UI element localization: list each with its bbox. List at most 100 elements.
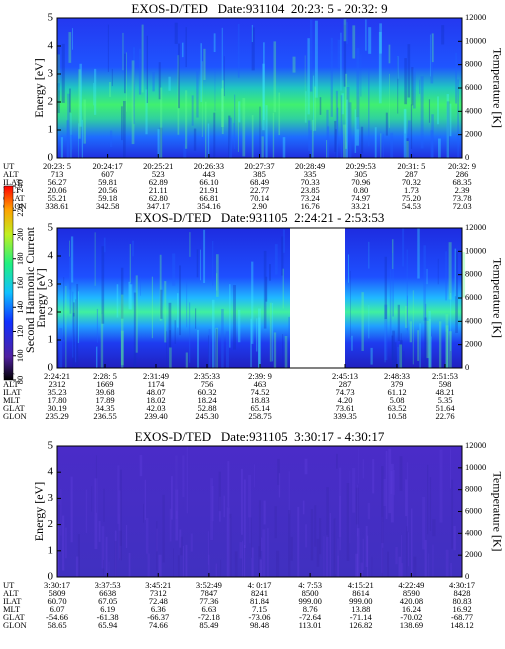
- row-label: UT: [3, 161, 15, 171]
- spectrogram: [57, 228, 462, 368]
- texture: [70, 476, 73, 543]
- texture: [151, 276, 154, 339]
- x-tick-label: 2:31:49: [143, 371, 169, 381]
- texture: [68, 257, 71, 290]
- texture: [260, 537, 263, 551]
- y2-axis-label: Temperature [K]: [490, 48, 504, 128]
- texture: [397, 304, 400, 342]
- texture: [132, 240, 134, 257]
- texture: [402, 228, 405, 267]
- texture: [343, 24, 347, 87]
- texture: [96, 346, 98, 368]
- y2-tick-label: 4000: [465, 105, 482, 115]
- texture: [346, 22, 349, 44]
- texture: [85, 489, 88, 533]
- texture: [406, 526, 408, 577]
- texture: [207, 123, 210, 158]
- texture: [176, 455, 178, 511]
- table-cell: 18.02: [146, 395, 165, 405]
- texture: [200, 249, 202, 281]
- x-tick-label: 3:30:17: [44, 580, 70, 590]
- texture: [94, 68, 97, 115]
- table-cell: -61.38: [97, 612, 119, 622]
- texture: [450, 563, 452, 577]
- texture: [220, 559, 222, 577]
- texture: [390, 463, 394, 523]
- texture: [186, 446, 189, 514]
- texture: [427, 464, 429, 535]
- y-axis-label: Energy [eV]: [32, 482, 46, 541]
- texture: [237, 23, 240, 78]
- texture: [378, 31, 382, 104]
- table-cell: -72.18: [198, 612, 220, 622]
- table-cell: -73.06: [249, 612, 271, 622]
- texture: [243, 545, 246, 577]
- texture: [169, 347, 172, 368]
- table-cell: 239.40: [144, 411, 167, 421]
- table-cell: 0.80: [353, 185, 368, 195]
- texture: [129, 284, 133, 310]
- texture: [382, 133, 384, 158]
- texture: [94, 478, 98, 550]
- y2-axis-label: Temperature [K]: [490, 258, 504, 338]
- table-cell: 10.58: [387, 411, 406, 421]
- table-cell: 70.14: [250, 193, 270, 203]
- texture: [201, 61, 203, 137]
- texture: [412, 69, 416, 109]
- texture: [351, 335, 353, 351]
- texture: [108, 561, 110, 577]
- texture: [282, 229, 285, 253]
- colorbar-tick-label: 240: [15, 180, 25, 193]
- texture: [407, 532, 409, 567]
- texture: [61, 43, 65, 103]
- texture: [428, 553, 430, 577]
- texture: [360, 562, 363, 577]
- texture: [109, 81, 111, 97]
- texture: [214, 68, 216, 112]
- texture: [365, 19, 367, 51]
- texture: [208, 329, 211, 368]
- table-cell: 63.52: [387, 403, 406, 413]
- table-cell: 523: [152, 169, 165, 179]
- table-cell: 1669: [97, 379, 114, 389]
- table-cell: 6638: [99, 588, 116, 598]
- texture: [389, 73, 391, 128]
- texture: [305, 524, 308, 548]
- texture: [223, 56, 225, 97]
- texture: [200, 43, 202, 103]
- table-cell: 443: [203, 169, 216, 179]
- texture: [384, 320, 386, 363]
- texture: [397, 56, 399, 79]
- texture: [445, 325, 449, 368]
- texture: [276, 550, 280, 577]
- texture: [368, 304, 370, 339]
- table-cell: 48.21: [435, 387, 454, 397]
- texture: [326, 487, 329, 537]
- texture: [238, 101, 241, 123]
- texture: [345, 99, 348, 158]
- texture: [382, 547, 384, 577]
- y-tick-label: 0: [48, 362, 54, 374]
- texture: [251, 115, 254, 158]
- texture: [58, 70, 60, 91]
- texture: [196, 71, 199, 118]
- texture: [215, 327, 218, 368]
- texture: [448, 331, 452, 368]
- y2-tick-label: 12000: [465, 12, 486, 22]
- texture: [118, 514, 120, 559]
- colorbar-tick-label: 160: [15, 277, 25, 290]
- texture: [337, 538, 339, 577]
- texture: [367, 502, 371, 520]
- table-cell: 18.83: [250, 395, 269, 405]
- texture: [159, 127, 163, 158]
- x-tick-label: 2:28: 5: [93, 371, 117, 381]
- table-cell: 67.05: [98, 596, 117, 606]
- texture: [309, 19, 313, 92]
- texture: [205, 101, 207, 158]
- table-cell: 354.16: [197, 201, 220, 211]
- texture: [229, 117, 232, 158]
- table-cell: 607: [101, 169, 114, 179]
- table-cell: 55.21: [47, 193, 66, 203]
- texture: [352, 25, 356, 59]
- x-tick-label: 20:31: 5: [397, 161, 425, 171]
